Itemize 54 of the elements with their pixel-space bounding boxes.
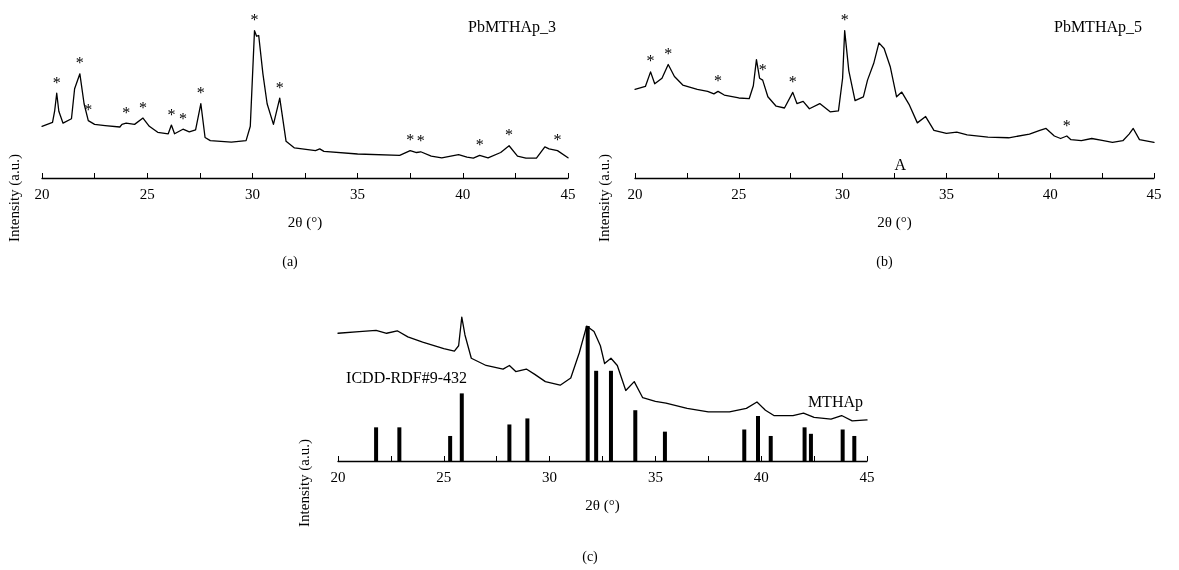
annotation: * [505, 126, 514, 144]
annotation: * [646, 52, 655, 70]
x-tick-label: 20 [330, 468, 346, 485]
annotation: * [75, 54, 84, 72]
annotation: * [250, 11, 259, 29]
x-axis-title: 2θ (°) [877, 213, 912, 231]
y-axis-title: Intensity (a.u.) [5, 154, 23, 242]
x-tick-label: 40 [1042, 185, 1058, 202]
annotation: * [52, 73, 61, 91]
x-tick-label: 30 [542, 468, 558, 485]
annotation: * [714, 71, 723, 89]
series-label: ICDD-RDF#9-432 [346, 368, 467, 386]
x-tick-label: 35 [350, 185, 366, 202]
x-tick-label: 20 [627, 185, 643, 202]
annotation: * [475, 135, 484, 153]
annotation: * [84, 101, 93, 119]
annotation: * [664, 45, 673, 63]
annotation: * [122, 103, 131, 121]
annotation: * [788, 72, 797, 90]
x-tick-label: 45 [1146, 185, 1162, 202]
y-axis-title: Intensity (a.u.) [295, 439, 313, 527]
x-tick-label: 25 [436, 468, 452, 485]
annotation: * [138, 98, 147, 116]
x-tick-label: 25 [731, 185, 747, 202]
annotation: * [167, 105, 176, 123]
annotation: * [416, 132, 425, 150]
x-tick-label: 40 [753, 468, 769, 485]
x-tick-label: 25 [139, 185, 155, 202]
text: (c) [582, 548, 599, 565]
annotation: A [894, 155, 907, 173]
annotation: * [553, 131, 562, 149]
x-tick-label: 30 [244, 185, 260, 202]
series-label: MTHAp [807, 393, 863, 412]
text: PbMTHAp_3 [467, 17, 557, 36]
x-tick-label: 45 [859, 468, 875, 485]
x-tick-label: 30 [835, 185, 851, 202]
annotation: * [178, 109, 187, 127]
x-tick-label: 35 [647, 468, 663, 485]
annotation: * [840, 11, 849, 29]
annotation: * [406, 131, 415, 149]
annotation: * [275, 78, 284, 96]
x-tick-label: 35 [938, 185, 954, 202]
text: (b) [876, 253, 893, 270]
annotation: * [196, 84, 205, 102]
text: (a) [282, 253, 299, 270]
x-axis-title: 2θ (°) [287, 213, 323, 231]
y-axis-title: Intensity (a.u.) [595, 154, 613, 242]
x-tick-label: 20 [34, 185, 50, 202]
x-axis-title: 2θ (°) [585, 496, 620, 514]
x-tick-label: 40 [455, 185, 471, 202]
annotation: * [1062, 116, 1071, 134]
text: PbMTHAp_5 [1053, 17, 1143, 36]
x-tick-label: 45 [560, 185, 576, 202]
annotation: * [758, 60, 767, 78]
